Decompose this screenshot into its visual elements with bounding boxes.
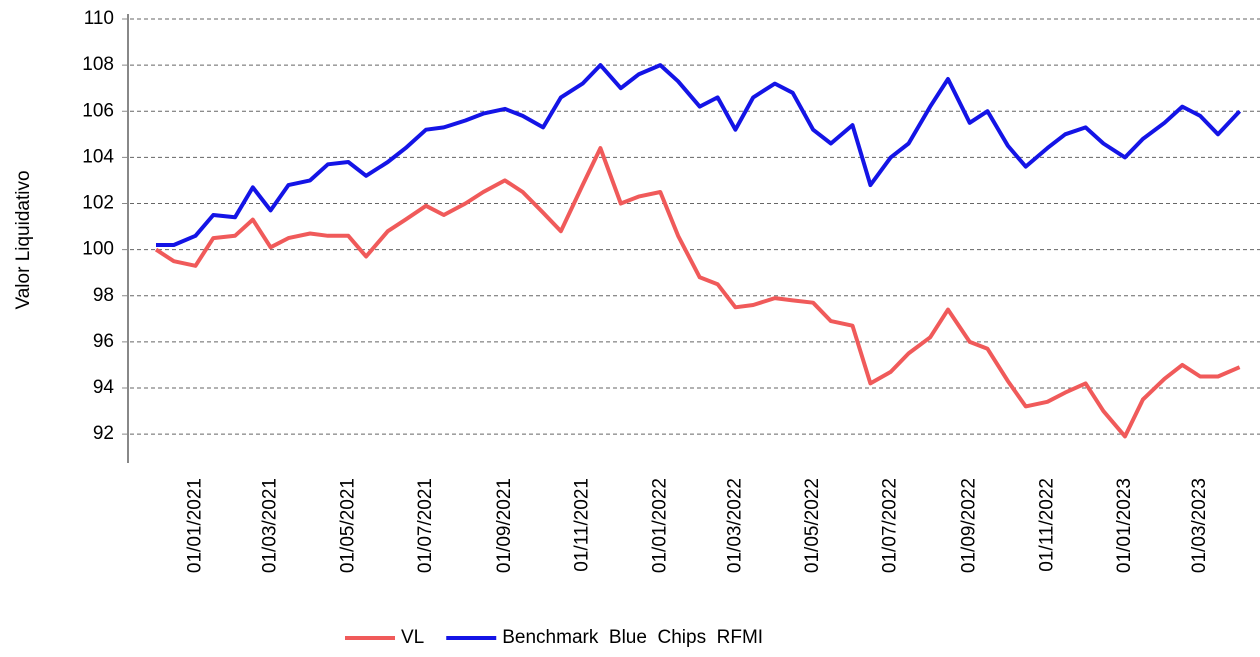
x-tick-label: 01/03/2021 — [260, 478, 281, 573]
x-tick-label: 01/05/2022 — [802, 478, 823, 573]
x-tick-label: 01/07/2022 — [880, 478, 901, 573]
y-tick-label: 110 — [84, 8, 114, 29]
y-tick-label: 104 — [82, 146, 114, 167]
y-tick-label: 102 — [82, 193, 114, 214]
y-tick-label: 108 — [82, 54, 114, 75]
y-axis-label: Valor Liquidativo — [13, 170, 34, 309]
x-tick-label: 01/11/2021 — [572, 478, 593, 572]
y-tick-label: 106 — [82, 100, 114, 121]
y-tick-label: 96 — [93, 331, 114, 352]
legend-label: VL — [401, 627, 424, 648]
y-tick-label: 98 — [93, 285, 114, 306]
x-tick-label: 01/05/2021 — [337, 478, 358, 573]
y-tick-label: 100 — [82, 239, 114, 260]
x-tick-label: 01/03/2022 — [724, 478, 745, 573]
x-tick-label: 01/09/2021 — [494, 478, 515, 573]
x-tick-label: 01/03/2023 — [1189, 478, 1210, 573]
x-tick-label: 01/01/2022 — [649, 478, 670, 573]
x-tick-label: 01/07/2021 — [415, 478, 436, 573]
x-tick-label: 01/01/2021 — [185, 478, 206, 573]
x-tick-label: 01/01/2023 — [1114, 478, 1135, 573]
series-line — [156, 63, 1242, 247]
x-tick-label: 01/11/2022 — [1036, 478, 1057, 572]
y-tick-label: 94 — [93, 377, 115, 398]
series-line — [154, 146, 1241, 439]
x-tick-label: 01/09/2022 — [959, 478, 980, 573]
legend-label: Benchmark Blue Chips RFMI — [502, 627, 763, 648]
y-tick-label: 92 — [93, 423, 114, 444]
